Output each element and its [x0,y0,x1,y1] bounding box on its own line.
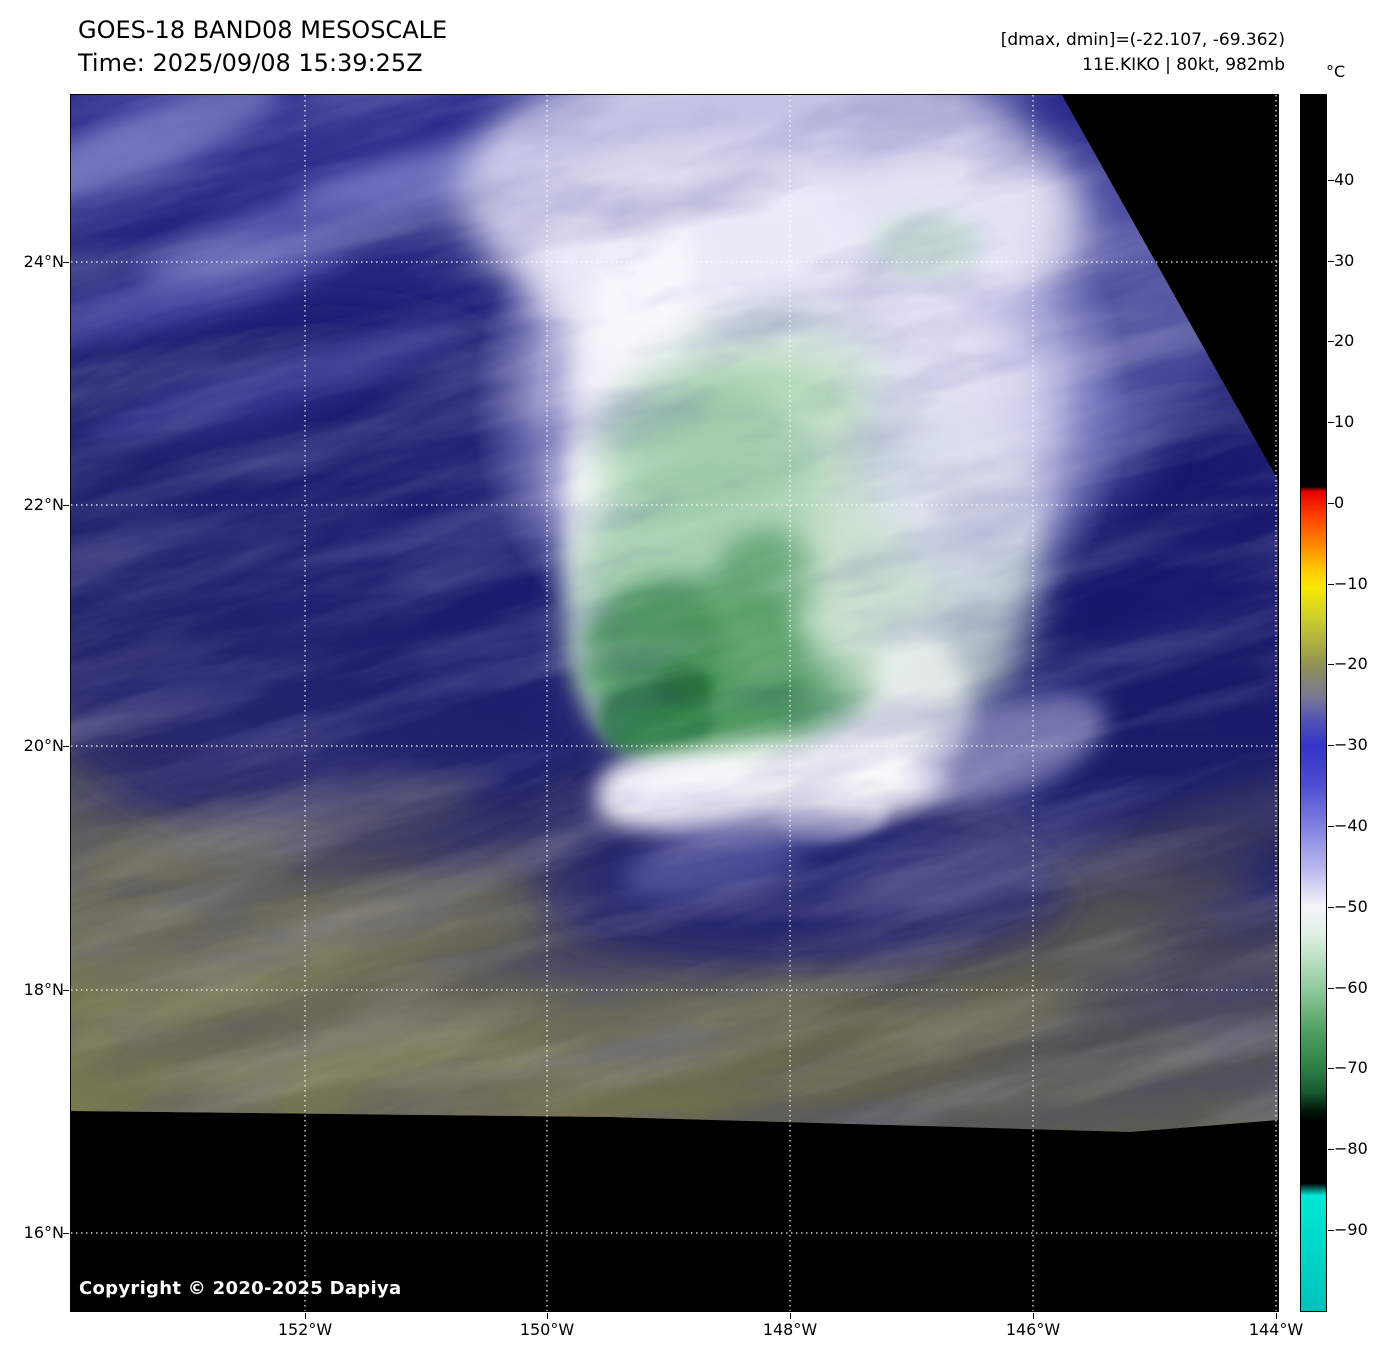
plot-title: GOES-18 BAND08 MESOSCALE [78,16,448,44]
lon-tick-144w: 144°W [1248,1320,1304,1339]
copyright-text: Copyright © 2020-2025 Dapiya [79,1278,402,1299]
cb-tick-0: 0 [1334,493,1345,512]
lat-tick-18n: 18°N [23,980,64,999]
cb-tick-30: 30 [1334,251,1355,270]
lon-tickmark [547,1313,549,1319]
colorbar-tickmark [1328,341,1334,343]
lat-tick-16n: 16°N [23,1223,64,1242]
colorbar-gradient [1301,95,1326,1311]
colorbar-tickmark [1328,664,1334,666]
cb-tick-10: 10 [1334,412,1355,431]
cb-tick-m90: −90 [1334,1220,1368,1239]
lat-tickmark [63,262,69,264]
colorbar-tickmark [1328,907,1334,909]
colorbar-tickmark [1328,422,1334,424]
lat-tick-22n: 22°N [23,495,64,514]
colorbar [1300,94,1327,1312]
cb-tick-m70: −70 [1334,1058,1368,1077]
colorbar-tickmark [1328,503,1334,505]
cb-tick-m30: −30 [1334,735,1368,754]
cb-tick-40: 40 [1334,170,1355,189]
lat-tickmark [63,505,69,507]
colorbar-tickmark [1328,826,1334,828]
lat-tick-24n: 24°N [23,252,64,271]
cb-tick-m50: −50 [1334,897,1368,916]
colorbar-tickmark [1328,1149,1334,1151]
dmax-dmin-readout: [dmax, dmin]=(-22.107, -69.362) [1000,30,1285,50]
cb-tick-m40: −40 [1334,816,1368,835]
header-info-block: [dmax, dmin]=(-22.107, -69.362) 11E.KIKO… [1001,28,1285,78]
cb-tick-m10: −10 [1334,574,1368,593]
lon-tick-146w: 146°W [1005,1320,1061,1339]
satellite-plot: Copyright © 2020-2025 Dapiya [70,94,1279,1312]
cb-tick-m80: −80 [1334,1139,1368,1158]
lat-tickmark [63,746,69,748]
satellite-image [71,95,1278,1311]
lon-tickmark [305,1313,307,1319]
colorbar-unit-label: °C [1326,62,1346,81]
colorbar-tickmark [1328,584,1334,586]
lon-tick-152w: 152°W [277,1320,333,1339]
data-swath [71,95,1278,1132]
colorbar-tickmark [1328,745,1334,747]
colorbar-tickmark [1328,988,1334,990]
cb-tick-20: 20 [1334,331,1355,350]
lat-tickmark [63,1233,69,1235]
storm-info: 11E.KIKO | 80kt, 982mb [1082,55,1285,75]
lon-tick-150w: 150°W [519,1320,575,1339]
plot-time: Time: 2025/09/08 15:39:25Z [78,49,423,77]
gridlines [71,95,1278,1311]
header-title-block: GOES-18 BAND08 MESOSCALE Time: 2025/09/0… [78,14,447,80]
cb-tick-m60: −60 [1334,978,1368,997]
lon-tickmark [790,1313,792,1319]
lon-tickmark [1033,1313,1035,1319]
colorbar-tickmark [1328,261,1334,263]
lat-tickmark [63,990,69,992]
colorbar-tickmark [1328,1068,1334,1070]
colorbar-tickmark [1328,180,1334,182]
colorbar-tickmark [1328,1230,1334,1232]
lat-tick-20n: 20°N [23,736,64,755]
lon-tick-148w: 148°W [762,1320,818,1339]
lon-tickmark [1276,1313,1278,1319]
cb-tick-m20: −20 [1334,654,1368,673]
